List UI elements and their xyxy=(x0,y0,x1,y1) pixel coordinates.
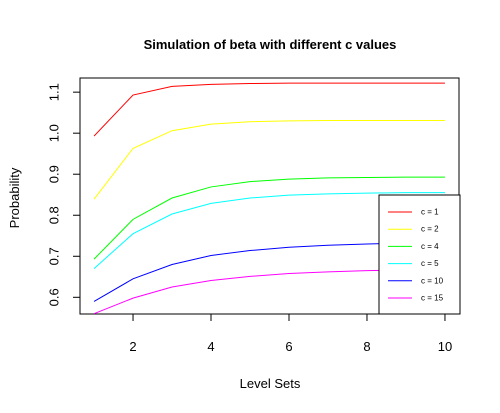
x-tick-label: 10 xyxy=(438,339,452,354)
x-tick-label: 2 xyxy=(129,339,136,354)
y-tick-label: 0.7 xyxy=(47,247,62,265)
series-line-c-2 xyxy=(94,120,445,199)
x-tick-label: 6 xyxy=(285,339,292,354)
y-axis: 0.6 0.7 0.8 0.9 1.0 1.1 xyxy=(47,83,81,306)
y-tick-label: 0.9 xyxy=(47,165,62,183)
legend-label: c = 5 xyxy=(421,259,439,268)
y-tick-label: 1.1 xyxy=(47,83,62,101)
x-tick-label: 4 xyxy=(207,339,214,354)
legend-label: c = 15 xyxy=(421,294,444,303)
legend-label: c = 4 xyxy=(421,242,439,251)
x-axis: 2 4 6 8 10 xyxy=(129,314,452,354)
legend: c = 1 c = 2 c = 4 c = 5 c = 10 c = 15 xyxy=(379,195,460,314)
chart-title: Simulation of beta with different c valu… xyxy=(144,37,397,52)
y-axis-label: Probability xyxy=(7,167,22,228)
series-line-c-1 xyxy=(94,83,445,136)
x-axis-label: Level Sets xyxy=(240,376,301,391)
legend-label: c = 10 xyxy=(421,276,444,285)
y-tick-label: 0.8 xyxy=(47,206,62,224)
y-tick-label: 0.6 xyxy=(47,288,62,306)
legend-label: c = 2 xyxy=(421,225,439,234)
legend-box xyxy=(379,195,460,314)
y-tick-label: 1.0 xyxy=(47,124,62,142)
x-tick-label: 8 xyxy=(363,339,370,354)
legend-label: c = 1 xyxy=(421,208,439,217)
